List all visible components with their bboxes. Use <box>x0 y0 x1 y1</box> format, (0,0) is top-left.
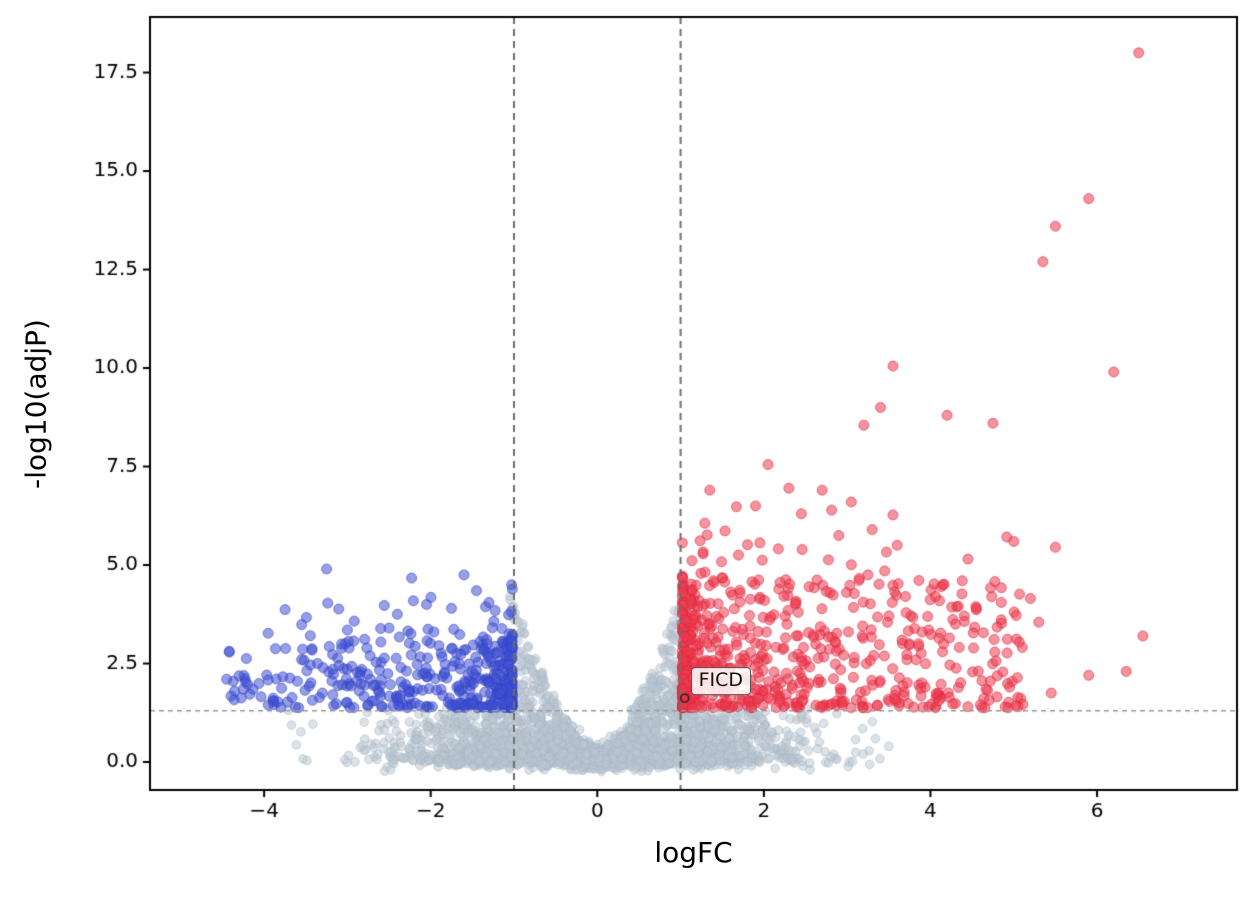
y-axis-label: -log10(adjP) <box>19 318 53 489</box>
gene-annotation-label: FICD <box>690 667 752 696</box>
x-axis-label: logFC <box>654 836 733 869</box>
